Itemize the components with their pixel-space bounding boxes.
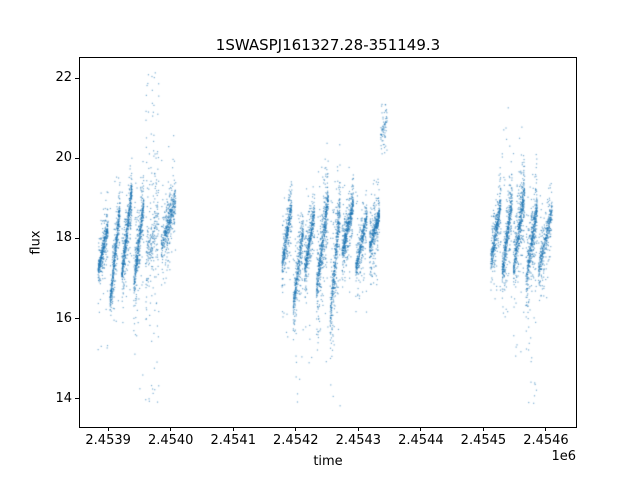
y-tick-label: 18 <box>55 230 72 246</box>
x-tick <box>482 427 484 431</box>
x-tick <box>295 427 297 431</box>
y-tick-label: 22 <box>55 70 72 86</box>
x-tick-label: 2.4546 <box>523 433 569 448</box>
x-axis-offset-label: 1e6 <box>551 449 576 464</box>
scatter-points <box>80 58 576 427</box>
y-tick <box>75 318 79 320</box>
x-tick-label: 2.4540 <box>147 433 194 448</box>
x-tick-label: 2.4542 <box>273 433 319 448</box>
y-tick <box>75 77 79 79</box>
y-tick-label: 16 <box>55 310 72 326</box>
x-axis-label: time <box>313 454 343 469</box>
x-tick <box>107 427 109 431</box>
y-tick <box>75 157 79 159</box>
x-tick <box>232 427 234 431</box>
y-tick-label: 14 <box>55 390 72 406</box>
x-tick <box>357 427 359 431</box>
chart-title: 1SWASPJ161327.28-351149.3 <box>215 36 441 54</box>
y-tick <box>75 398 79 400</box>
x-tick-label: 2.4544 <box>398 433 444 448</box>
x-tick-label: 2.4539 <box>85 433 131 448</box>
x-tick-label: 2.4543 <box>335 433 382 448</box>
plot-area <box>79 57 577 428</box>
y-tick <box>75 237 79 239</box>
x-tick-label: 2.4545 <box>460 433 507 448</box>
x-tick <box>420 427 422 431</box>
x-tick-label: 2.4541 <box>210 433 256 448</box>
x-tick <box>545 427 547 431</box>
x-tick <box>170 427 172 431</box>
y-tick-label: 20 <box>55 150 72 166</box>
